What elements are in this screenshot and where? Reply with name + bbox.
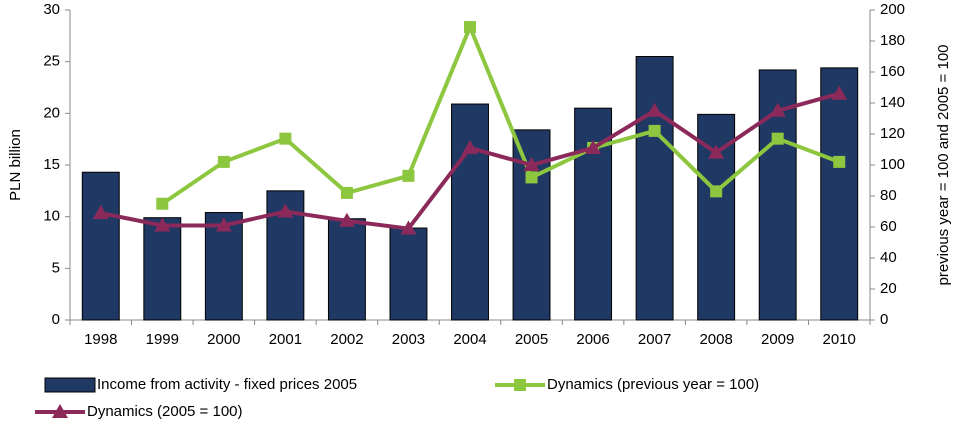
point (525, 171, 538, 184)
point (154, 217, 171, 232)
point (92, 205, 109, 220)
legend-label: Income from activity - fixed prices 2005 (97, 376, 357, 393)
bar (451, 103, 489, 321)
bar (635, 56, 674, 321)
x-tick-label: 2004 (453, 331, 486, 348)
y2-tick-label: 60 (880, 218, 897, 235)
y-tick-label: 30 (43, 1, 60, 18)
y-tick-label: 5 (52, 259, 60, 276)
y-tick-label: 15 (43, 156, 60, 173)
point (340, 186, 353, 199)
y-tick-label: 10 (43, 208, 60, 225)
point (400, 220, 417, 235)
y2-tick-label: 180 (880, 32, 905, 49)
y-tick-label: 0 (52, 311, 60, 328)
point (277, 203, 294, 218)
point (833, 155, 846, 168)
point (462, 139, 478, 154)
point (338, 212, 355, 227)
x-tick-label: 2007 (638, 331, 671, 348)
x-tick-label: 2000 (207, 331, 240, 348)
bar (143, 217, 182, 321)
point (708, 144, 725, 159)
x-tick-label: 1998 (84, 331, 117, 348)
line (161, 21, 840, 206)
x-tick-label: 1999 (146, 331, 179, 348)
y2-tick-label: 160 (880, 63, 905, 80)
y2-tick-label: 140 (880, 94, 905, 111)
point (648, 124, 661, 137)
bar (389, 227, 428, 321)
point (646, 102, 663, 117)
legend-swatch (44, 377, 96, 393)
y2-tick-label: 40 (880, 249, 897, 266)
point (831, 85, 848, 100)
bar (758, 69, 797, 321)
point (464, 21, 476, 34)
x-tick-label: 2006 (576, 331, 609, 348)
y2-tick-label: 80 (880, 187, 897, 204)
x-tick-label: 2009 (761, 331, 794, 348)
point (402, 169, 415, 182)
point (279, 132, 292, 145)
y-tick-label: 25 (43, 53, 60, 70)
y-axis-label: PLN billion (7, 129, 24, 201)
y2-axis-label: previous year = 100 and 2005 = 100 (935, 44, 952, 285)
legend-marker (514, 379, 526, 391)
x-tick-label: 2010 (823, 331, 856, 348)
y2-tick-label: 120 (880, 125, 905, 142)
bar (327, 218, 366, 321)
point (156, 197, 169, 210)
point (771, 132, 784, 145)
x-tick-label: 2008 (699, 331, 732, 348)
bar (820, 67, 859, 321)
y2-tick-label: 100 (880, 156, 905, 173)
x-tick-label: 2002 (330, 331, 363, 348)
legend-marker (52, 404, 68, 418)
legend-label: Dynamics (2005 = 100) (87, 403, 243, 420)
point (585, 139, 602, 154)
y2-tick-label: 0 (880, 311, 888, 328)
x-tick-label: 2001 (269, 331, 302, 348)
y2-tick-label: 200 (880, 1, 905, 18)
legend-label: Dynamics (previous year = 100) (547, 376, 759, 393)
y2-tick-label: 20 (880, 280, 897, 297)
x-tick-label: 2003 (392, 331, 425, 348)
y-tick-label: 20 (43, 104, 60, 121)
point (215, 217, 232, 232)
point (217, 155, 230, 168)
point (769, 102, 786, 117)
point (523, 157, 540, 171)
bar (81, 171, 120, 321)
x-tick-label: 2005 (515, 331, 548, 348)
point (710, 185, 723, 198)
